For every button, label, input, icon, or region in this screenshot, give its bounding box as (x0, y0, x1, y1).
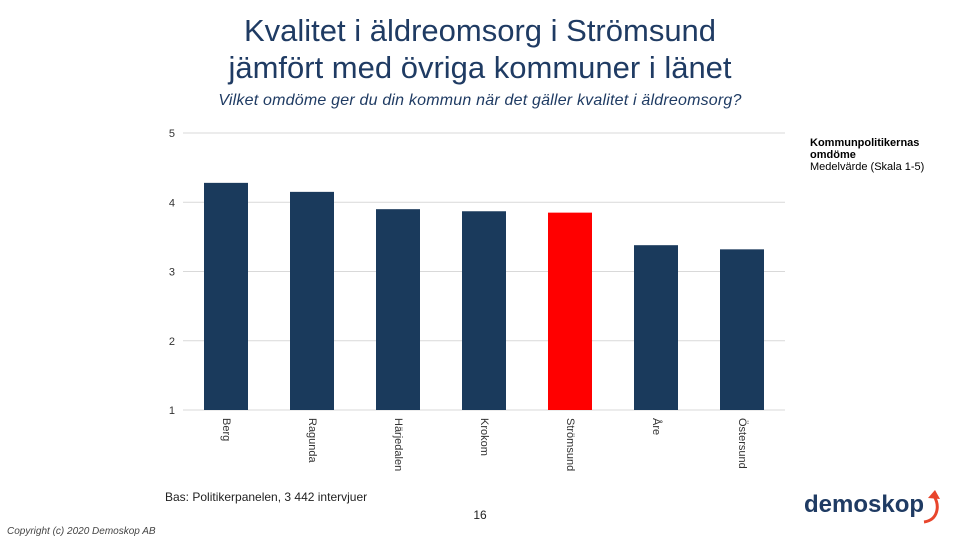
x-tick-label: Berg (220, 418, 232, 441)
bar (290, 191, 334, 410)
x-tick-label: Åre (650, 418, 663, 435)
bar (720, 249, 764, 410)
page-number: 16 (473, 508, 487, 522)
logo-arrow-head (928, 490, 940, 499)
logo-arrow-curve (923, 495, 939, 524)
legend-line-2: omdöme (810, 149, 856, 161)
legend: Kommunpolitikernas omdöme Medelvärde (Sk… (810, 137, 924, 173)
bar (462, 211, 506, 410)
x-tick-label: Härjedalen (392, 418, 404, 471)
y-tick-label: 4 (169, 197, 175, 209)
x-tick-label: Östersund (736, 418, 748, 469)
x-tick-label: Strömsund (564, 418, 576, 471)
legend-line-3: Medelvärde (Skala 1-5) (810, 161, 925, 173)
demoskop-logo: demoskop (804, 490, 940, 524)
copyright: Copyright (c) 2020 Demoskop AB (7, 526, 156, 537)
y-tick-label: 3 (169, 267, 175, 279)
bar (204, 182, 248, 410)
chart-subtitle: Vilket omdöme ger du din kommun när det … (218, 92, 742, 109)
legend-line-1: Kommunpolitikernas (810, 137, 920, 149)
base-note: Bas: Politikerpanelen, 3 442 intervjuer (165, 490, 368, 504)
x-tick-label: Ragunda (306, 418, 318, 464)
logo-text: demoskop (804, 491, 924, 518)
bar (376, 209, 420, 410)
bar (548, 212, 592, 410)
y-tick-label: 2 (169, 336, 175, 348)
x-tick-label: Krokom (478, 418, 490, 456)
y-tick-label: 1 (169, 405, 175, 417)
chart-title: Kvalitet i äldreomsorg i Strömsund jämfö… (0, 12, 960, 86)
title-line-2: jämfört med övriga kommuner i länet (228, 50, 732, 85)
title-line-1: Kvalitet i äldreomsorg i Strömsund (243, 13, 717, 48)
y-tick-label: 5 (169, 128, 175, 140)
bar (634, 245, 678, 410)
